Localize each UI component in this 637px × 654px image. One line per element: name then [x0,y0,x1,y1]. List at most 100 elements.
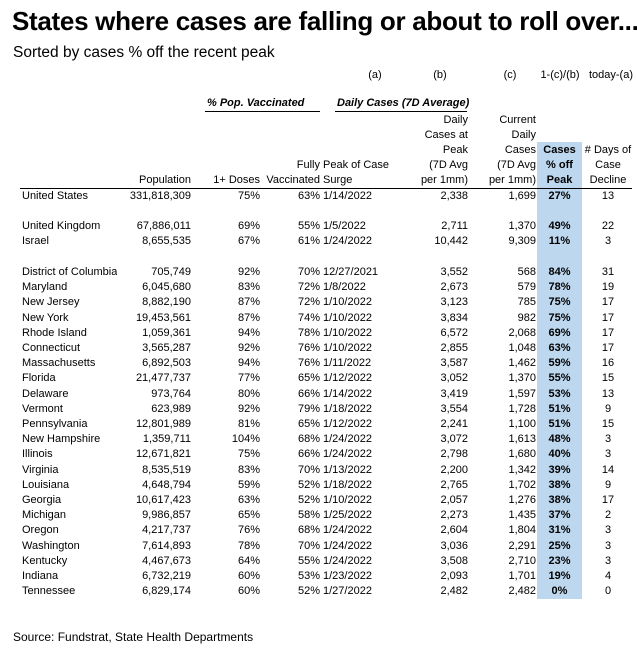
table-cell: 1,059,361 [142,326,191,339]
table-cell: 55% [548,372,571,385]
table-cell: 49% [548,220,571,232]
table-cell: 3,036 [440,539,468,552]
table-cell: 9 [604,402,612,415]
table-cell: 2,765 [440,478,468,491]
page-title: States where cases are falling or about … [12,6,637,36]
header-current: Cases [504,144,536,156]
table-cell: 31 [601,266,615,278]
table-cell: 75% [237,190,260,202]
table-cell: 23% [548,554,571,567]
table-cell: 2,068 [508,326,536,339]
table-cell: 63% [548,342,571,354]
table-cell: 1/24/2022 [323,448,372,461]
table-cell: 6,732,219 [142,570,191,582]
table-cell: 1/10/2022 [323,311,372,324]
table-cell: 61% [297,235,320,248]
row-label: Israel [22,235,49,248]
table-cell: 8,535,519 [142,463,191,476]
table-cell: 1/18/2022 [323,402,372,415]
table-cell: 1,701 [508,570,536,582]
table-cell: 3 [604,554,612,567]
header-days: Decline [589,174,627,186]
row-label: Massachusetts [22,357,96,370]
row-label: Oregon [22,524,59,537]
header-underline [20,188,632,189]
table-cell: 1,728 [508,402,536,415]
table-cell: 3,554 [440,402,468,415]
table-cell: 17 [601,311,615,324]
table-cell: 27% [548,190,571,202]
table-cell: 6,892,503 [142,357,191,370]
header-dose1: 1+ Doses [213,174,260,186]
table-cell: 6,572 [440,326,468,339]
row-label: Indiana [22,570,59,582]
table-cell: 11% [548,235,571,248]
table-cell: 1,100 [508,418,536,430]
table-cell: 3 [604,539,612,552]
table-cell: 8,655,535 [142,235,191,248]
table-cell: 72% [297,281,320,294]
table-cell: 55% [297,554,320,567]
table-cell: 1,804 [508,524,536,537]
header-off-peak: % off [546,159,573,171]
table-cell: 4 [604,570,612,582]
table-cell: 21,477,737 [135,372,191,385]
header-peak-date: Peak of Case [323,159,390,171]
table-cell: 1/14/2022 [323,387,372,400]
table-cell: 1,680 [508,448,536,461]
table-cell: 1,597 [508,387,536,400]
table-cell: 53% [297,570,320,582]
header-current: Current [499,114,536,126]
header-current: per 1mm) [488,174,536,186]
table-cell: 53% [548,387,571,400]
table-cell: 68% [297,433,320,446]
table-cell: 80% [237,387,260,400]
table-cell: 2,673 [440,281,468,294]
table-cell: 87% [237,311,260,324]
header-fully: Fully [296,159,320,171]
header-days: Case [595,159,621,171]
table-cell: 76% [237,524,260,537]
header-fully: Vaccinated [266,174,320,186]
table-cell: 67% [237,235,260,248]
table-cell: 2,093 [440,570,468,582]
table-cell: 12/27/2021 [323,266,379,278]
table-cell: 3,052 [440,372,468,385]
table-cell: 63% [237,494,260,506]
table-cell: 78% [297,326,320,339]
table-cell: 568 [517,266,536,278]
table-cell: 70% [297,463,320,476]
group-underline [205,111,320,112]
formula-label: (c) [503,69,517,81]
table-cell: 3,587 [440,357,468,370]
table-cell: 13 [601,387,615,400]
table-cell: 6,829,174 [142,585,191,598]
table-cell: 52% [297,585,320,598]
table-cell: 14 [601,463,615,476]
table-cell: 623,989 [151,402,191,415]
table-cell: 59% [237,478,260,491]
table-cell: 2 [604,509,612,522]
table-cell: 2,482 [508,585,536,598]
table-cell: 1/10/2022 [323,326,372,339]
table-cell: 1/13/2022 [323,463,372,476]
table-cell: 7,614,893 [142,539,191,552]
table-cell: 0 [604,585,612,598]
row-label: Rhode Island [22,326,87,339]
off-peak-highlight-column [537,142,582,599]
table-cell: 9,986,857 [142,509,191,522]
table-cell: 2,241 [440,418,468,430]
table-cell: 70% [297,539,320,552]
table-cell: 2,291 [508,539,536,552]
table-cell: 2,855 [440,342,468,354]
row-label: Kentucky [22,554,68,567]
table-cell: 52% [297,478,320,491]
table-cell: 9,309 [508,235,536,248]
row-label: Florida [22,372,56,385]
table-cell: 1,435 [508,509,536,522]
header-days: # Days of [584,144,632,156]
table-cell: 1/11/2022 [323,357,372,370]
group-header-daily-cases: Daily Cases (7D Average) [337,97,470,109]
table-cell: 31% [548,524,571,537]
table-cell: 16 [601,357,615,370]
